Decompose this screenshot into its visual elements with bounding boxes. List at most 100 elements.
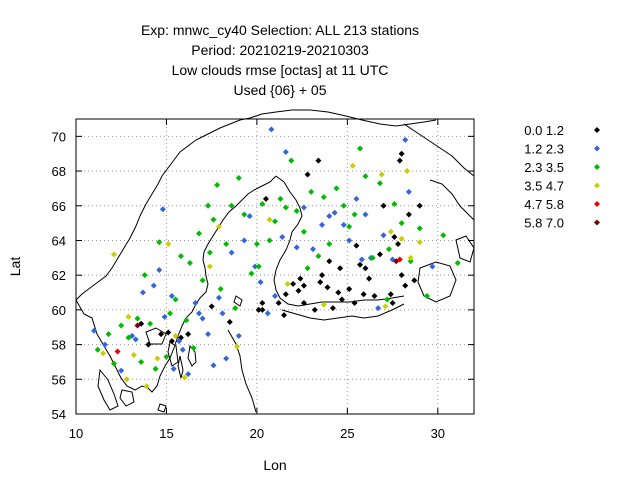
data-point bbox=[416, 202, 423, 209]
data-point bbox=[454, 260, 461, 267]
data-point bbox=[205, 202, 212, 209]
data-point bbox=[326, 258, 333, 265]
data-point bbox=[326, 213, 333, 220]
data-point bbox=[416, 225, 423, 232]
data-point bbox=[300, 282, 307, 289]
y-tick-label: 64 bbox=[52, 233, 66, 248]
data-point bbox=[387, 291, 394, 298]
data-point bbox=[234, 343, 241, 350]
y-tick-label: 70 bbox=[52, 129, 66, 144]
data-point bbox=[282, 291, 289, 298]
data-point bbox=[199, 277, 206, 284]
data-point bbox=[255, 263, 262, 270]
data-point bbox=[100, 350, 107, 357]
data-point bbox=[101, 341, 108, 348]
data-point bbox=[232, 305, 239, 312]
data-point bbox=[259, 299, 266, 306]
data-point bbox=[351, 211, 358, 218]
data-point bbox=[252, 263, 259, 270]
data-point bbox=[141, 272, 148, 279]
data-point bbox=[300, 299, 307, 306]
data-point bbox=[248, 270, 255, 277]
data-point bbox=[300, 204, 307, 211]
axis-ticks: 10 15 20 25 30 54 56 58 60 62 64 66 68 70 bbox=[52, 119, 474, 441]
data-point bbox=[241, 211, 248, 218]
data-point bbox=[407, 254, 414, 261]
y-tick-label: 56 bbox=[52, 372, 66, 387]
data-point bbox=[205, 331, 212, 338]
data-point bbox=[378, 171, 385, 178]
data-point bbox=[405, 188, 412, 195]
data-point bbox=[317, 279, 324, 286]
data-point bbox=[172, 296, 179, 303]
data-point bbox=[215, 223, 222, 230]
data-point bbox=[362, 211, 369, 218]
y-tick-label: 68 bbox=[52, 164, 66, 179]
data-point bbox=[145, 341, 152, 348]
data-point bbox=[161, 313, 168, 320]
data-point bbox=[320, 194, 327, 201]
data-point bbox=[315, 253, 322, 260]
legend-marker bbox=[594, 201, 600, 207]
data-point bbox=[391, 234, 398, 240]
legend-label: 4.7 5.8 bbox=[524, 197, 564, 212]
data-point bbox=[281, 312, 288, 319]
title-line-3: Low clouds rmse [octas] at 11 UTC bbox=[171, 62, 389, 78]
data-point bbox=[259, 306, 266, 313]
data-point bbox=[130, 352, 137, 358]
data-point bbox=[152, 365, 159, 372]
data-point bbox=[138, 358, 145, 365]
data-points bbox=[91, 126, 461, 390]
data-point bbox=[295, 287, 302, 294]
data-point bbox=[179, 346, 186, 353]
data-point bbox=[196, 310, 203, 317]
data-point bbox=[257, 279, 264, 286]
data-point bbox=[319, 221, 326, 228]
data-point bbox=[105, 331, 112, 338]
data-point bbox=[320, 301, 327, 308]
data-point bbox=[304, 171, 311, 178]
legend-marker bbox=[594, 127, 600, 133]
data-point bbox=[288, 157, 295, 164]
legend-marker bbox=[594, 164, 600, 170]
data-point bbox=[297, 275, 304, 282]
data-point bbox=[387, 228, 394, 235]
data-point bbox=[405, 211, 412, 218]
data-point bbox=[340, 202, 347, 209]
y-tick-label: 62 bbox=[52, 268, 66, 283]
legend-marker bbox=[594, 182, 600, 189]
data-point bbox=[241, 237, 248, 244]
data-point bbox=[300, 228, 307, 235]
data-point bbox=[143, 383, 150, 390]
data-point bbox=[385, 246, 392, 253]
data-point bbox=[123, 376, 130, 383]
x-tick-label: 20 bbox=[250, 426, 264, 441]
data-point bbox=[293, 244, 300, 251]
legend-marker bbox=[594, 145, 600, 152]
data-point bbox=[272, 218, 278, 225]
data-point bbox=[125, 313, 132, 320]
data-point bbox=[208, 303, 215, 310]
data-point bbox=[396, 157, 403, 164]
data-point bbox=[215, 294, 222, 301]
data-point bbox=[172, 332, 179, 339]
data-point bbox=[282, 204, 289, 211]
legend-label: 3.5 4.7 bbox=[524, 179, 564, 194]
data-point bbox=[190, 345, 197, 352]
data-point bbox=[308, 188, 315, 195]
data-point bbox=[132, 336, 139, 343]
data-point bbox=[219, 310, 226, 317]
data-point bbox=[338, 296, 345, 303]
data-point bbox=[358, 256, 365, 263]
data-point bbox=[384, 296, 391, 303]
data-point bbox=[329, 305, 336, 312]
legend: 0.0 1.2 1.2 2.3 2.3 3.5 3.5 4.7 4.7 5.8 5.8 7… bbox=[524, 123, 600, 231]
data-point bbox=[165, 240, 172, 247]
data-point bbox=[382, 303, 389, 310]
data-point bbox=[357, 261, 364, 268]
data-point bbox=[206, 249, 213, 256]
data-point bbox=[168, 338, 175, 345]
data-point bbox=[253, 240, 260, 247]
grid bbox=[76, 119, 474, 414]
